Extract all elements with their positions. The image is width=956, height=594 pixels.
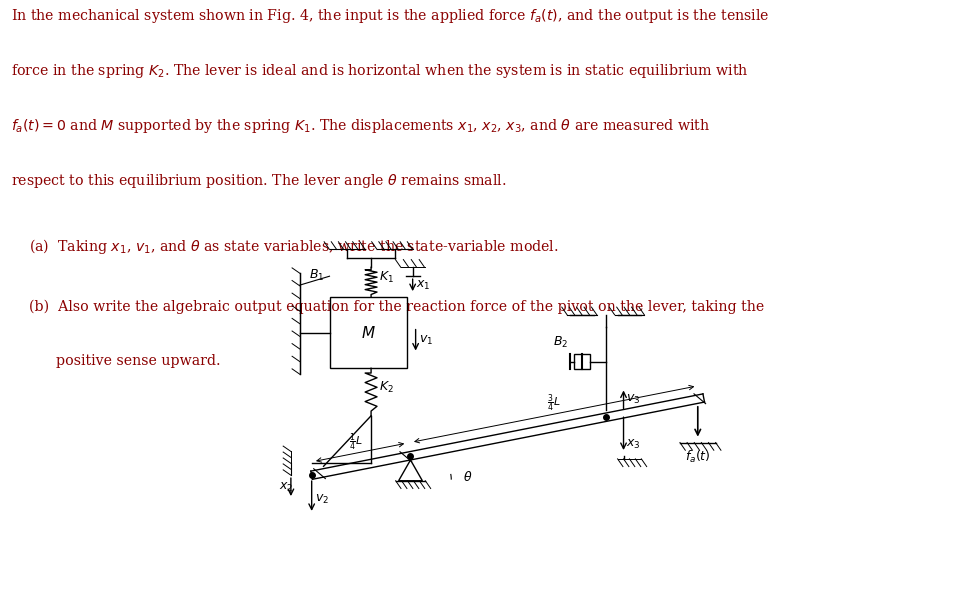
Text: $f_a(t) = 0$ and $M$ supported by the spring $K_1$. The displacements $x_1$, $x_: $f_a(t) = 0$ and $M$ supported by the sp… [11, 117, 710, 135]
Text: $x_2$: $x_2$ [279, 481, 293, 494]
Text: $K_1$: $K_1$ [379, 270, 394, 285]
Text: $B_2$: $B_2$ [554, 334, 568, 350]
Bar [330, 297, 406, 368]
Text: In the mechanical system shown in Fig. 4, the input is the applied force $f_a(t): In the mechanical system shown in Fig. 4… [11, 8, 770, 26]
Bar [574, 354, 590, 369]
Text: $\frac{3}{4}L$: $\frac{3}{4}L$ [547, 393, 561, 414]
Text: $f_a(t)$: $f_a(t)$ [684, 448, 710, 465]
Text: force in the spring $K_2$. The lever is ideal and is horizontal when the system : force in the spring $K_2$. The lever is … [11, 62, 750, 80]
Text: $B_1$: $B_1$ [309, 268, 324, 283]
Text: $x_3$: $x_3$ [626, 437, 641, 451]
Text: $\frac{1}{4}L$: $\frac{1}{4}L$ [350, 431, 363, 453]
Text: (a)  Taking $x_1$, $v_1$, and $\theta$ as state variables, write the state-varia: (a) Taking $x_1$, $v_1$, and $\theta$ as… [29, 237, 558, 256]
Text: $v_3$: $v_3$ [626, 393, 641, 406]
Text: $v_2$: $v_2$ [315, 492, 329, 505]
Text: positive sense upward.: positive sense upward. [29, 354, 220, 368]
Text: $\theta$: $\theta$ [463, 470, 472, 484]
Text: $v_1$: $v_1$ [419, 333, 433, 347]
Text: (b)  Also write the algebraic output equation for the reaction force of the pivo: (b) Also write the algebraic output equa… [29, 299, 764, 314]
Text: $M$: $M$ [360, 325, 376, 340]
Text: $x_1$: $x_1$ [416, 279, 431, 292]
Text: respect to this equilibrium position. The lever angle $\theta$ remains small.: respect to this equilibrium position. Th… [11, 172, 507, 190]
Text: $K_2$: $K_2$ [379, 380, 394, 395]
